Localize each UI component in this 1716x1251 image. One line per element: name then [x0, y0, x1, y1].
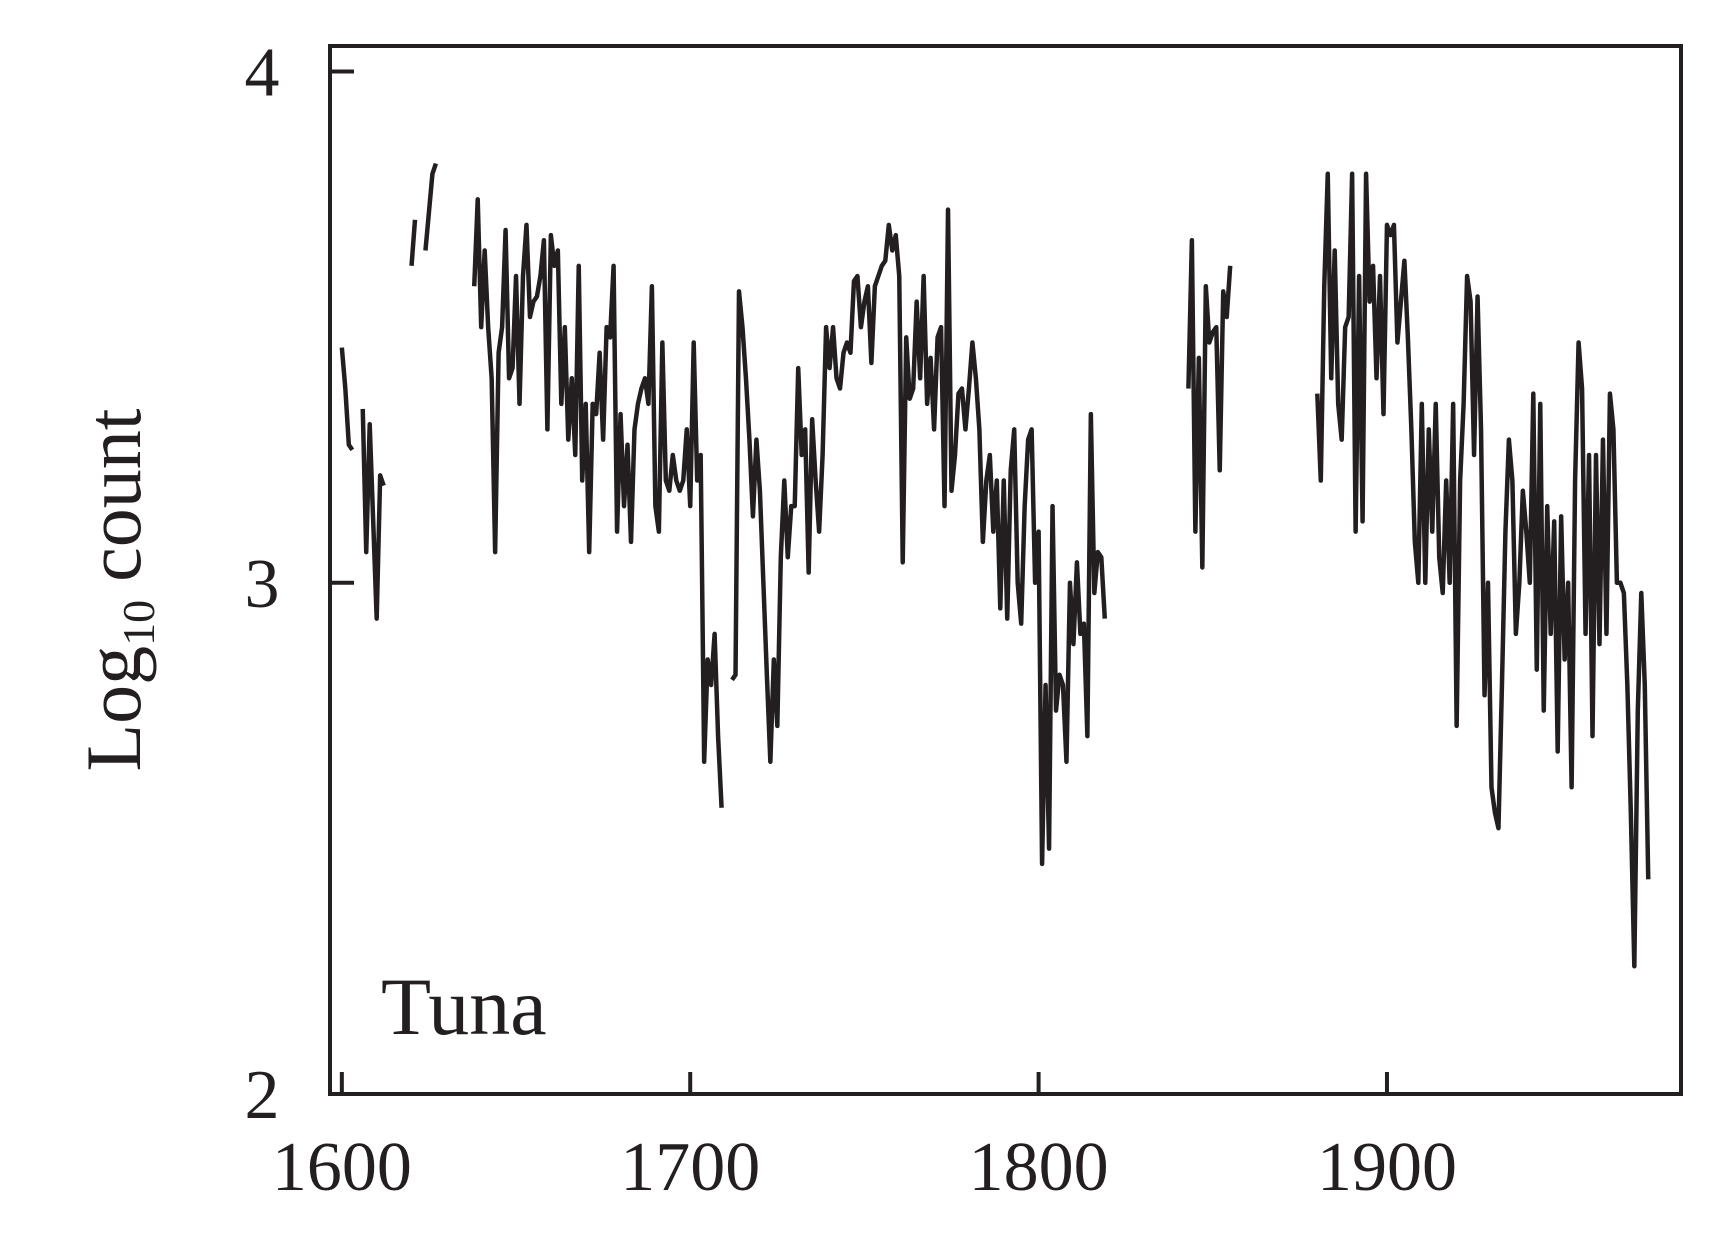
x-tick-label: 1900 [1317, 1129, 1457, 1206]
y-axis-label-unit: count [70, 408, 157, 582]
y-axis-label-subscript: 10 [113, 600, 164, 646]
data-line [339, 347, 355, 452]
x-tick-label: 1700 [620, 1129, 760, 1206]
y-tick-label: 2 [245, 1057, 280, 1134]
data-line [730, 207, 1108, 867]
data-line [1315, 171, 1651, 969]
data-line [409, 219, 418, 266]
y-axis-label: Log10 count [70, 408, 164, 771]
data-line [1186, 238, 1233, 570]
x-tick-label: 1800 [969, 1129, 1109, 1206]
y-tick-label: 4 [245, 35, 280, 112]
data-line [360, 408, 386, 621]
y-axis-label-main: Log [70, 646, 157, 772]
x-tick-label: 1600 [272, 1129, 412, 1206]
y-tick-label: 3 [245, 546, 280, 623]
data-line [423, 162, 439, 251]
plot-frame [328, 44, 1683, 1096]
data-line [471, 197, 724, 808]
annotation: Tuna [381, 961, 547, 1052]
